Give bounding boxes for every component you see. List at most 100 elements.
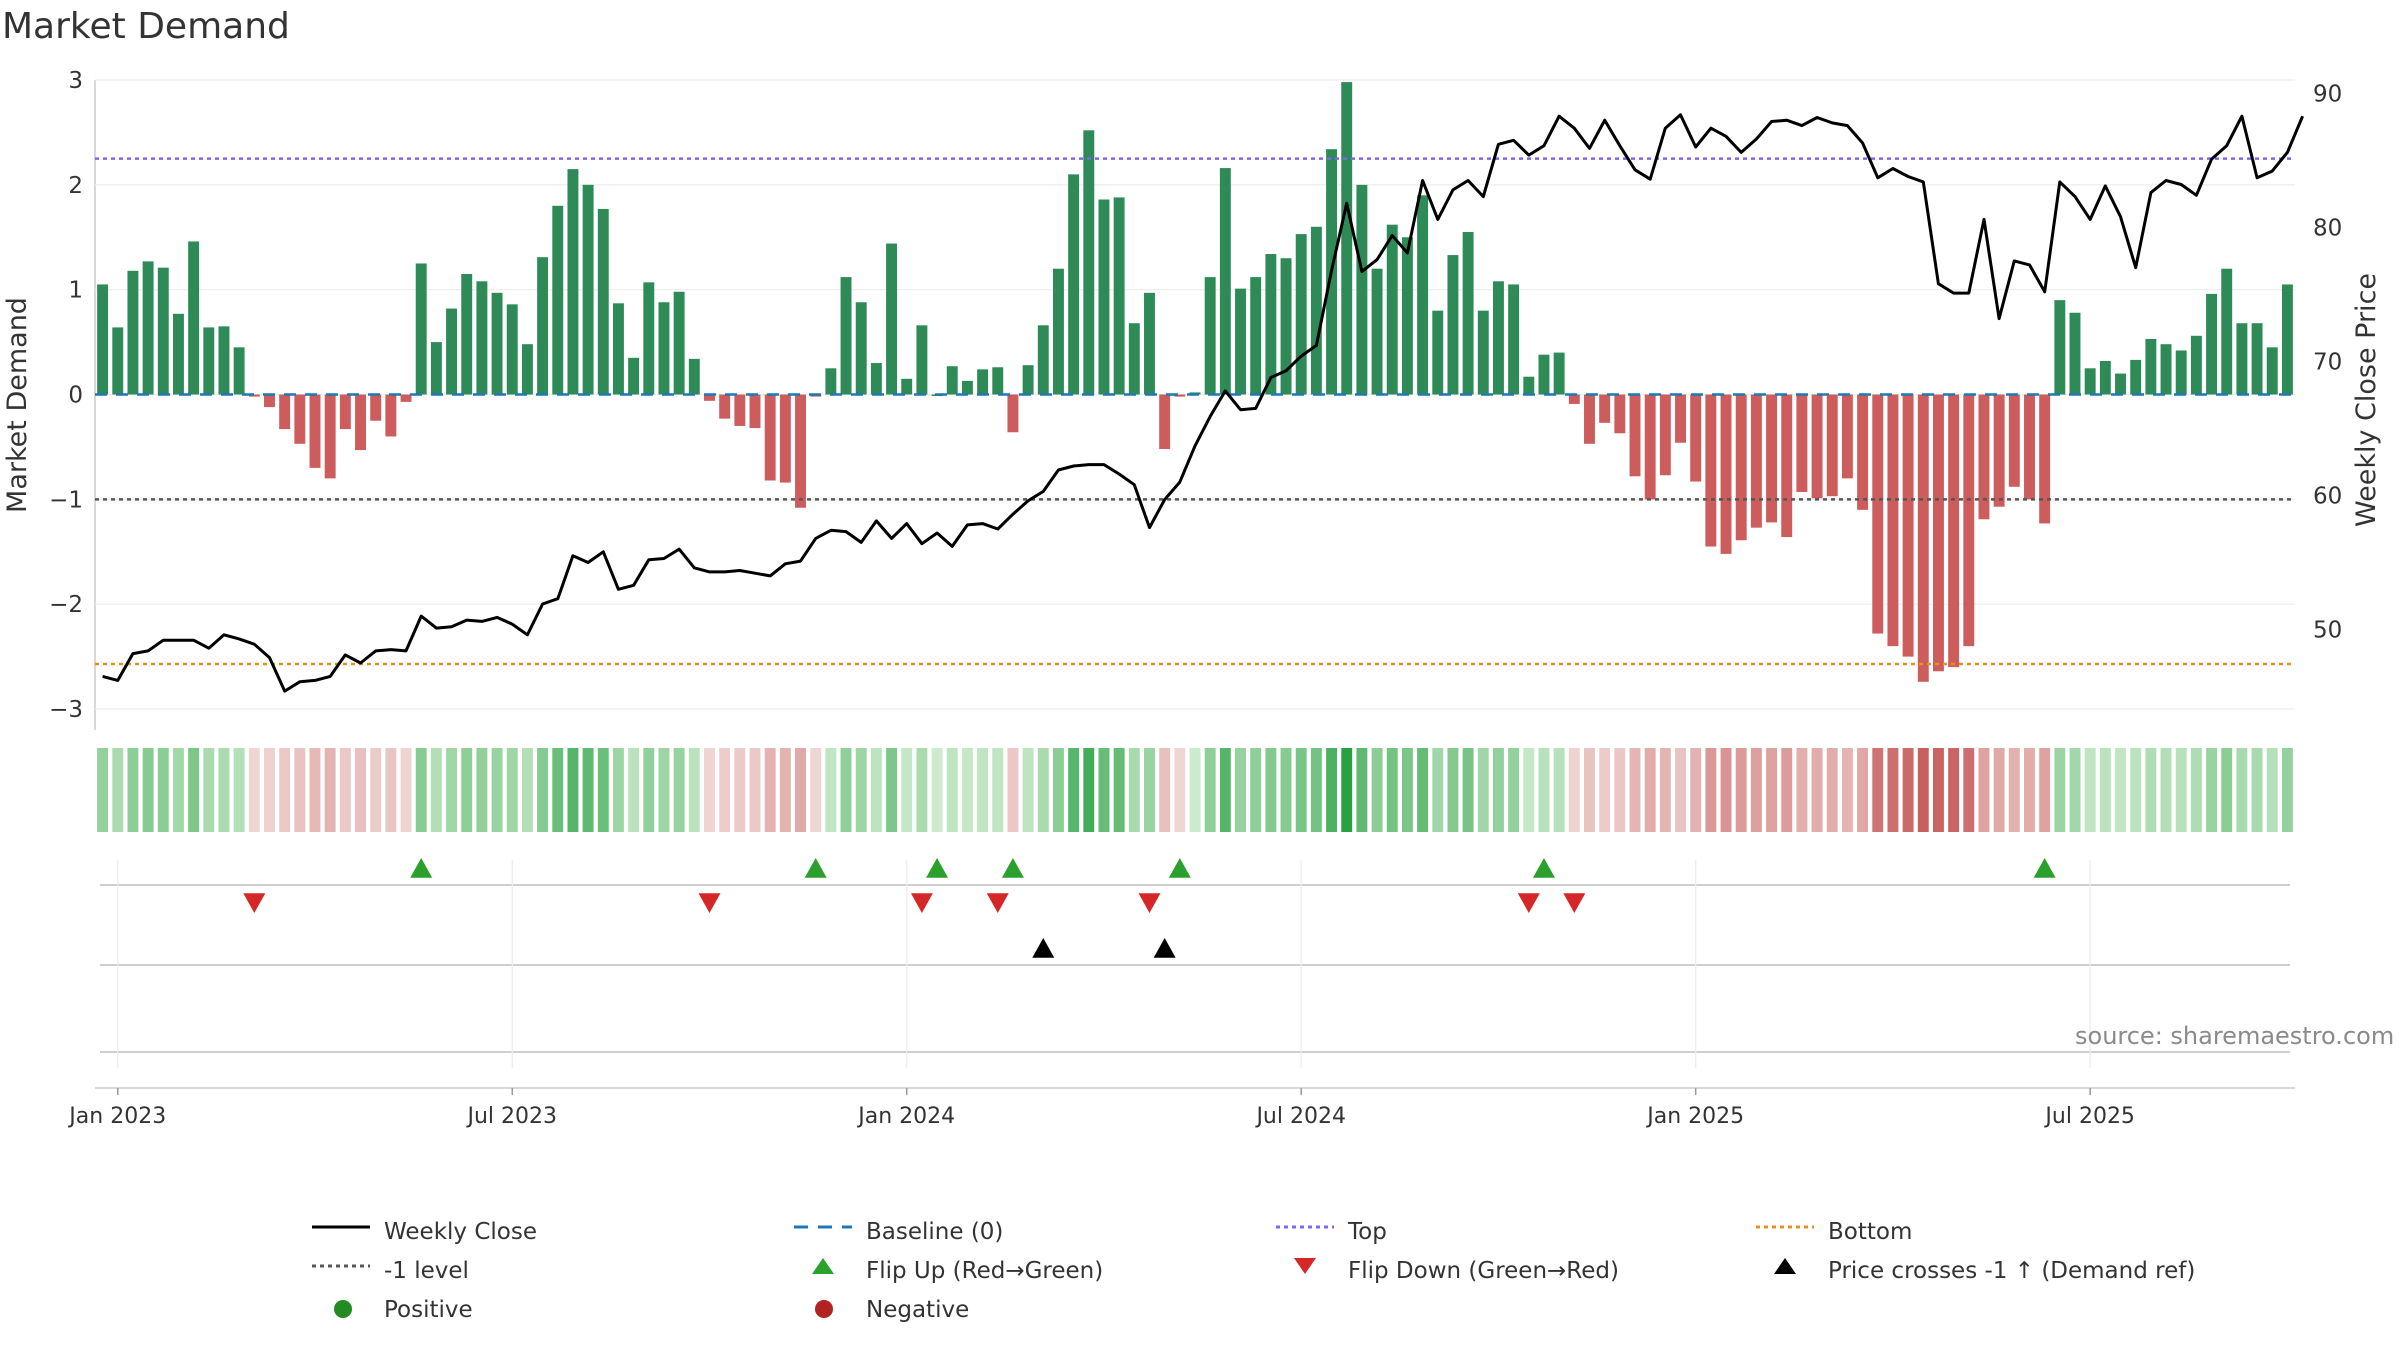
demand-heat-cell xyxy=(1189,748,1201,832)
demand-heat-cell xyxy=(1932,748,1944,832)
positive-demand-bar xyxy=(1447,255,1459,395)
positive-demand-bar xyxy=(2130,359,2142,395)
demand-heat-cell xyxy=(1401,748,1413,832)
negative-demand-bar xyxy=(1690,394,1702,482)
demand-heat-cell xyxy=(643,748,655,832)
positive-demand-bar xyxy=(1553,352,1565,395)
demand-heat-cell xyxy=(1841,748,1853,832)
demand-heat-cell xyxy=(552,748,564,832)
negative-demand-bar xyxy=(1932,394,1944,672)
positive-demand-bar xyxy=(446,308,458,395)
left-tick-label: 1 xyxy=(68,278,83,304)
demand-heat-cell xyxy=(521,748,533,832)
negative-demand-bar xyxy=(1796,394,1808,493)
demand-heat-cell xyxy=(825,748,837,832)
demand-heat-cell xyxy=(1902,748,1914,832)
negative-demand-bar xyxy=(355,394,366,451)
demand-heat-cell xyxy=(1204,748,1216,832)
positive-demand-bar xyxy=(127,270,139,395)
negative-demand-bar xyxy=(324,394,336,479)
negative-demand-bar xyxy=(1766,394,1778,523)
positive-demand-bar xyxy=(2281,284,2293,395)
demand-heat-cell xyxy=(1963,748,1975,832)
right-tick-label: 90 xyxy=(2313,81,2342,107)
negative-demand-bar xyxy=(1948,394,1960,668)
demand-heat-cell xyxy=(1599,748,1611,832)
demand-heat-cell xyxy=(1477,748,1489,832)
demand-heat-cell xyxy=(1174,748,1186,832)
legend-baseline-icon xyxy=(794,1225,852,1229)
positive-demand-bar xyxy=(1265,254,1277,395)
negative-demand-bar xyxy=(1568,394,1580,404)
demand-heat-cell xyxy=(1857,748,1869,832)
positive-demand-bar xyxy=(582,184,594,395)
positive-demand-bar xyxy=(537,257,549,395)
demand-heat-cell xyxy=(749,748,761,832)
legend-negative-label: Negative xyxy=(866,1297,970,1323)
demand-heat-cell xyxy=(2054,748,2066,832)
demand-heat-cell xyxy=(612,748,624,832)
negative-demand-bar xyxy=(1720,394,1732,554)
demand-heat-cell xyxy=(582,748,594,832)
positive-demand-bar xyxy=(1356,184,1368,395)
positive-demand-bar xyxy=(825,368,837,395)
demand-heat-cell xyxy=(1993,748,2005,832)
positive-demand-bar xyxy=(886,243,898,395)
flip-down-marker xyxy=(1138,893,1161,913)
demand-heat-cell xyxy=(1675,748,1686,832)
positive-demand-bar xyxy=(2251,323,2263,395)
demand-heat-cell xyxy=(1037,748,1049,832)
positive-demand-bar xyxy=(1280,258,1292,395)
positive-demand-bar xyxy=(233,347,245,395)
demand-heat-cell xyxy=(2145,748,2157,832)
legend-price-cross-label: Price crosses -1 ↑ (Demand ref) xyxy=(1828,1258,2196,1284)
demand-heat-cell xyxy=(840,748,852,832)
x-tick-label: Jan 2023 xyxy=(67,1104,166,1129)
demand-heat-cell xyxy=(1705,748,1717,832)
legend-minus1-icon xyxy=(312,1264,370,1268)
negative-demand-bar xyxy=(1735,394,1747,541)
right-tick-label: 60 xyxy=(2313,483,2342,509)
demand-heat-cell xyxy=(355,748,366,832)
demand-heat-cell xyxy=(339,748,351,832)
flip-down-marker xyxy=(1517,893,1540,913)
demand-heat-cell xyxy=(1538,748,1550,832)
positive-demand-bar xyxy=(688,358,700,395)
demand-heat-cell xyxy=(1235,748,1246,832)
price-cross-marker xyxy=(1032,938,1055,958)
negative-demand-bar xyxy=(1781,394,1793,538)
demand-heat-cell xyxy=(1280,748,1292,832)
left-tick-label: 2 xyxy=(68,173,83,199)
positive-demand-bar xyxy=(658,302,670,395)
demand-heat-cell xyxy=(795,748,806,832)
legend-bottom-label: Bottom xyxy=(1828,1219,1913,1245)
negative-demand-bar xyxy=(779,394,791,483)
demand-heat-cell xyxy=(1341,748,1353,832)
negative-demand-bar xyxy=(1750,394,1762,528)
demand-heat-cell xyxy=(1720,748,1732,832)
positive-demand-bar xyxy=(1523,376,1535,395)
demand-heat-cell xyxy=(279,748,291,832)
positive-demand-bar xyxy=(1204,277,1216,395)
demand-heat-cell xyxy=(203,748,215,832)
negative-demand-bar xyxy=(719,394,731,419)
demand-heat-cell xyxy=(248,748,260,832)
negative-demand-bar xyxy=(1644,394,1656,500)
demand-heat-cell xyxy=(2008,748,2020,832)
left-tick-label: −2 xyxy=(49,592,83,618)
negative-demand-bar xyxy=(1659,394,1671,476)
demand-heat-cell xyxy=(1492,748,1504,832)
demand-heat-cell xyxy=(2266,748,2278,832)
x-tick-label: Jan 2025 xyxy=(1645,1104,1744,1129)
demand-heat-cell xyxy=(1887,748,1899,832)
negative-demand-bar xyxy=(370,394,382,421)
negative-demand-bar xyxy=(764,394,776,481)
negative-demand-bar xyxy=(1007,394,1019,433)
demand-heat-cell xyxy=(491,748,503,832)
negative-demand-bar xyxy=(309,394,321,468)
negative-demand-bar xyxy=(264,394,275,408)
demand-heat-cell xyxy=(1083,748,1095,832)
positive-demand-bar xyxy=(2099,360,2111,395)
negative-demand-bar xyxy=(1872,394,1884,634)
negative-demand-bar xyxy=(385,394,397,437)
